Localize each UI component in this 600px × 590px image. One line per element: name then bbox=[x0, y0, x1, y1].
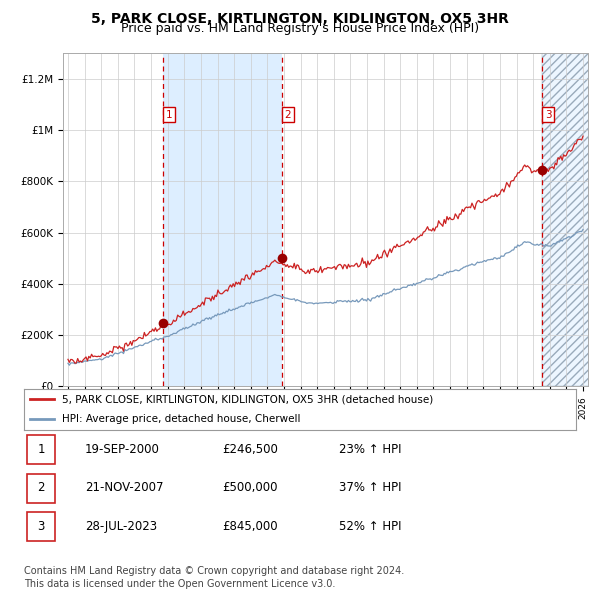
Text: 19-SEP-2000: 19-SEP-2000 bbox=[85, 443, 160, 456]
Text: 1: 1 bbox=[37, 443, 45, 456]
FancyBboxPatch shape bbox=[27, 474, 55, 503]
Text: £246,500: £246,500 bbox=[223, 443, 278, 456]
Text: Price paid vs. HM Land Registry's House Price Index (HPI): Price paid vs. HM Land Registry's House … bbox=[121, 22, 479, 35]
FancyBboxPatch shape bbox=[27, 512, 55, 541]
Bar bbox=[163, 53, 282, 386]
Text: 23% ↑ HPI: 23% ↑ HPI bbox=[338, 443, 401, 456]
Bar bbox=[542, 53, 592, 386]
Text: £845,000: £845,000 bbox=[223, 520, 278, 533]
Text: 2: 2 bbox=[37, 481, 45, 494]
Text: Contains HM Land Registry data © Crown copyright and database right 2024.
This d: Contains HM Land Registry data © Crown c… bbox=[24, 566, 404, 589]
Text: 37% ↑ HPI: 37% ↑ HPI bbox=[338, 481, 401, 494]
Text: 28-JUL-2023: 28-JUL-2023 bbox=[85, 520, 157, 533]
FancyBboxPatch shape bbox=[27, 435, 55, 464]
Bar bbox=[542, 53, 592, 386]
Text: HPI: Average price, detached house, Cherwell: HPI: Average price, detached house, Cher… bbox=[62, 415, 300, 424]
Text: 2: 2 bbox=[284, 110, 291, 120]
Text: 3: 3 bbox=[545, 110, 551, 120]
Text: £500,000: £500,000 bbox=[223, 481, 278, 494]
Text: 1: 1 bbox=[166, 110, 172, 120]
Text: 21-NOV-2007: 21-NOV-2007 bbox=[85, 481, 163, 494]
Text: 5, PARK CLOSE, KIRTLINGTON, KIDLINGTON, OX5 3HR (detached house): 5, PARK CLOSE, KIRTLINGTON, KIDLINGTON, … bbox=[62, 395, 433, 404]
Text: 5, PARK CLOSE, KIRTLINGTON, KIDLINGTON, OX5 3HR: 5, PARK CLOSE, KIRTLINGTON, KIDLINGTON, … bbox=[91, 12, 509, 26]
Text: 3: 3 bbox=[37, 520, 45, 533]
Text: 52% ↑ HPI: 52% ↑ HPI bbox=[338, 520, 401, 533]
